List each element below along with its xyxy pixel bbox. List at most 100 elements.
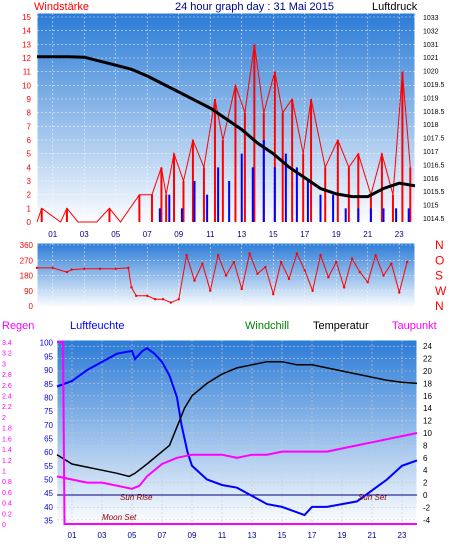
hour-tick-label: 17 [300,230,309,239]
pressure-tick-label: 1018.5 [423,109,445,116]
direction-point [224,274,228,277]
rain-tick-label: 1.6 [2,436,12,443]
pressure-tick-label: 1031 [423,42,439,49]
humidity-tick-label: 85 [44,380,53,389]
direction-point [358,270,362,274]
temp-tick-label: 2 [423,479,428,488]
temp-tick-label: 12 [423,417,432,426]
wind-tick-label: 0 [27,218,32,227]
humidity-tick-label: 55 [44,462,53,471]
temp-tick-label: 4 [423,466,428,475]
windchill-label: Windchill [245,320,289,332]
hour-tick-label: 17 [308,531,317,540]
rain-tick-label: 2 [2,415,6,422]
direction-point [153,298,157,301]
rain-tick-label: 2.6 [2,383,12,390]
hour-tick-label: 09 [188,531,197,540]
hour-tick-label: 23 [398,531,407,540]
hour-tick-label: 03 [98,531,107,540]
direction-point [374,253,377,257]
rain-tick-label: 1.8 [2,426,12,433]
pressure-tick-label: 1016.5 [423,162,445,169]
pressure-tick-label: 1020 [423,69,439,76]
temp-tick-label: 16 [423,392,432,401]
moon-set-label: Moon Set [102,513,137,522]
grid-lines [37,13,417,526]
wind-tick-label: 12 [22,54,31,63]
hour-tick-label: 21 [363,230,372,239]
direction-point [51,266,54,270]
direction-point [193,279,196,282]
dewpoint-series-line [56,432,418,490]
pressure-tick-label: 1015 [423,203,439,210]
direction-point [319,253,322,257]
hour-tick-label: 01 [48,230,57,239]
wind-tick-label: 13 [22,40,31,49]
wind-tick-label: 5 [27,150,32,159]
direction-point [272,292,275,296]
hour-tick-label: 07 [158,531,167,540]
humidity-tick-label: 60 [44,448,53,457]
rain-tick-label: 3.4 [2,340,12,347]
direction-point [366,281,369,284]
direction-tick-label: 180 [20,272,34,281]
direction-point [248,252,251,255]
direction-point [295,252,299,255]
direction-point [70,268,73,271]
temp-tick-label: 22 [423,355,432,364]
humidity-series-line [56,347,418,517]
wind-tick-label: 4 [27,163,32,172]
temp-tick-label: 10 [423,429,432,438]
rain-tick-label: 1.2 [2,458,12,465]
direction-point [169,301,173,304]
pressure-tick-label: 1032 [423,28,439,35]
pressure-tick-label: 1033 [423,15,439,22]
direction-point [279,260,283,264]
wind-tick-label: 7 [27,122,32,131]
direction-series-line [37,251,408,304]
wind-tick-label: 3 [27,177,32,186]
hour-tick-label: 05 [128,531,137,540]
pressure-tick-label: 1017 [423,149,439,156]
humidity-tick-label: 70 [44,421,53,430]
data-series [35,44,418,525]
direction-point [350,257,354,260]
rain-tick-label: 1 [2,468,6,475]
sun-rise-label: Sun Rise [120,493,153,502]
temperature-series-line [56,360,418,478]
pressure-tick-label: 1019 [423,95,439,102]
hour-tick-label: 11 [218,531,227,540]
humidity-axis-title: Luftfeuchte [70,320,124,332]
wind-tick-label: 10 [22,81,31,90]
pressure-tick-label: 1021 [423,55,439,62]
humidity-tick-label: 75 [44,407,53,416]
direction-point [390,262,393,265]
compass-label: W [435,284,447,298]
temp-tick-label: 6 [423,454,428,463]
temp-tick-label: 18 [423,379,432,388]
rain-series-line [57,341,417,525]
pressure-tick-label: 1017.5 [423,136,445,143]
temp-tick-label: 8 [423,441,428,450]
direction-tick-label: 90 [24,287,33,296]
pressure-axis-title: Luftdruck [372,1,418,13]
wind-tick-label: 1 [27,204,32,213]
direction-point [127,266,130,270]
rain-tick-label: 2.4 [2,394,12,401]
hour-tick-label: 21 [368,531,377,540]
pressure-tick-label: 1015.5 [423,189,445,196]
rain-axis-title: Regen [2,320,34,332]
direction-point [161,298,165,301]
direction-point [65,270,69,274]
hour-tick-label: 13 [237,230,246,239]
pressure-tick-label: 1019.5 [423,82,445,89]
rain-tick-label: 0.8 [2,479,12,486]
temp-tick-label: 24 [423,342,432,351]
wind-tick-label: 2 [27,191,32,200]
direction-point [146,294,149,298]
hour-tick-label: 05 [111,230,120,239]
pressure-tick-label: 1014.5 [423,216,445,223]
temp-tick-label: 14 [423,404,432,413]
